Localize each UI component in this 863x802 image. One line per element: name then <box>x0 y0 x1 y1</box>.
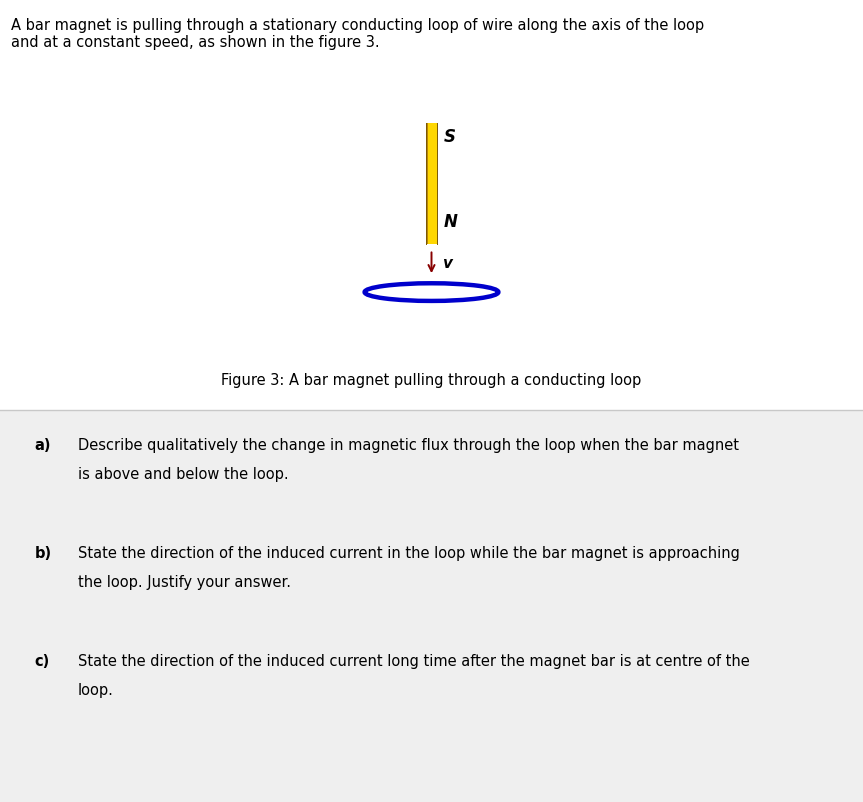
Bar <box>425 124 428 245</box>
Text: the loop. Justify your answer.: the loop. Justify your answer. <box>78 574 291 589</box>
Text: A bar magnet is pulling through a stationary conducting loop of wire along the a: A bar magnet is pulling through a statio… <box>11 18 704 33</box>
Text: State the direction of the induced current long time after the magnet bar is at : State the direction of the induced curre… <box>78 654 749 669</box>
Text: loop.: loop. <box>78 683 114 698</box>
Text: Figure 3: A bar magnet pulling through a conducting loop: Figure 3: A bar magnet pulling through a… <box>222 373 641 388</box>
Text: v: v <box>442 256 452 271</box>
Text: S: S <box>444 128 456 146</box>
Bar <box>425 124 437 245</box>
Bar <box>0 0 863 411</box>
Text: is above and below the loop.: is above and below the loop. <box>78 466 288 481</box>
Text: b): b) <box>35 545 52 561</box>
Text: c): c) <box>35 654 50 669</box>
Text: Describe qualitatively the change in magnetic flux through the loop when the bar: Describe qualitatively the change in mag… <box>78 437 739 452</box>
Text: and at a constant speed, as shown in the figure 3.: and at a constant speed, as shown in the… <box>11 34 380 50</box>
Bar <box>0 411 863 802</box>
Text: State the direction of the induced current in the loop while the bar magnet is a: State the direction of the induced curre… <box>78 545 740 561</box>
Text: N: N <box>444 213 458 231</box>
Text: a): a) <box>35 437 51 452</box>
